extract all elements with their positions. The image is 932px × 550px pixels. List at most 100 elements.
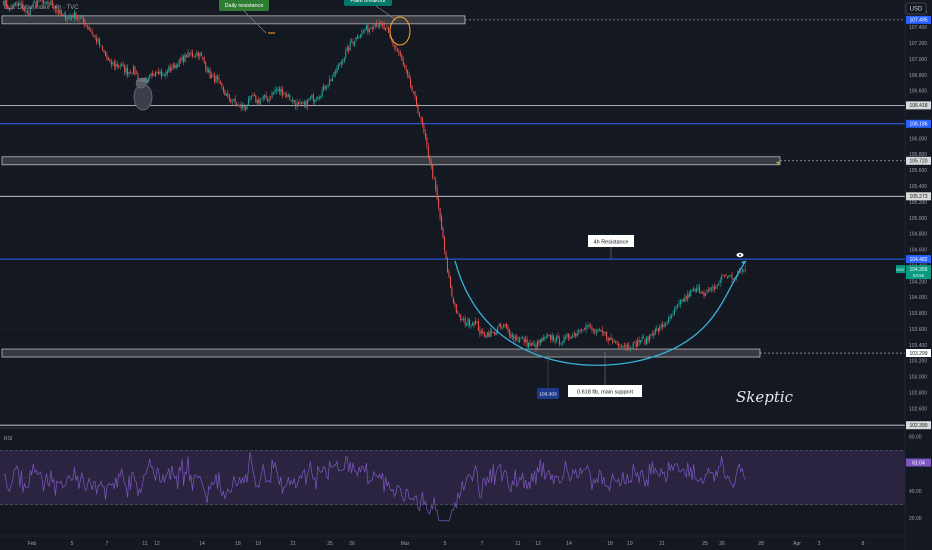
candle-body[interactable] — [510, 334, 512, 338]
candle-body[interactable] — [175, 64, 177, 69]
candle-body[interactable] — [191, 52, 193, 57]
candle-body[interactable] — [449, 276, 451, 288]
candle-body[interactable] — [699, 286, 701, 293]
candle-body[interactable] — [20, 3, 22, 5]
candle-body[interactable] — [517, 340, 519, 342]
candle-body[interactable] — [255, 95, 257, 103]
candle-body[interactable] — [536, 341, 538, 348]
candle-body[interactable] — [116, 63, 118, 67]
candle-body[interactable] — [669, 316, 671, 319]
candle-body[interactable] — [314, 99, 316, 102]
candle-body[interactable] — [489, 331, 491, 337]
candle-body[interactable] — [725, 275, 727, 277]
candle-body[interactable] — [467, 318, 469, 325]
candle-body[interactable] — [37, 0, 39, 5]
candle-body[interactable] — [637, 340, 639, 347]
candle-body[interactable] — [429, 155, 431, 163]
candle-body[interactable] — [281, 88, 283, 96]
candle-body[interactable] — [88, 27, 90, 30]
candle-body[interactable] — [625, 346, 627, 348]
candle-body[interactable] — [393, 45, 395, 47]
candle-body[interactable] — [43, 0, 45, 4]
candle-body[interactable] — [688, 294, 690, 298]
candle-body[interactable] — [657, 328, 659, 332]
candle-body[interactable] — [399, 51, 401, 56]
candle-body[interactable] — [439, 208, 441, 218]
candle-body[interactable] — [718, 283, 720, 286]
candle-body[interactable] — [44, 2, 46, 4]
candle-body[interactable] — [234, 98, 236, 103]
candle-body[interactable] — [166, 71, 168, 74]
candle-body[interactable] — [197, 52, 199, 57]
candle-body[interactable] — [404, 65, 406, 68]
candle-body[interactable] — [224, 90, 226, 96]
candle-body[interactable] — [317, 97, 319, 100]
candle-body[interactable] — [424, 132, 426, 137]
candle-body[interactable] — [483, 332, 485, 337]
candle-body[interactable] — [609, 337, 611, 341]
candle-body[interactable] — [156, 71, 158, 73]
candle-body[interactable] — [604, 332, 606, 334]
candle-body[interactable] — [318, 96, 320, 99]
candle-body[interactable] — [597, 329, 599, 331]
candle-body[interactable] — [530, 343, 533, 346]
candle-body[interactable] — [398, 51, 400, 53]
candle-body[interactable] — [620, 346, 622, 348]
candle-body[interactable] — [607, 337, 609, 341]
candle-body[interactable] — [672, 314, 674, 316]
candle-body[interactable] — [744, 268, 746, 270]
candle-body[interactable] — [94, 35, 96, 37]
candle-body[interactable] — [303, 101, 305, 105]
candle-body[interactable] — [508, 328, 510, 336]
candle-body[interactable] — [395, 45, 397, 49]
candle-body[interactable] — [299, 102, 301, 104]
candle-body[interactable] — [71, 16, 73, 18]
candle-body[interactable] — [181, 56, 183, 60]
candle-body[interactable] — [647, 336, 649, 341]
candle-body[interactable] — [84, 20, 86, 26]
candle-body[interactable] — [554, 341, 556, 343]
candle-body[interactable] — [343, 58, 345, 62]
candle-body[interactable] — [713, 286, 715, 290]
candle-body[interactable] — [330, 79, 332, 81]
candle-body[interactable] — [486, 332, 488, 337]
candle-body[interactable] — [262, 96, 264, 99]
candle-body[interactable] — [396, 48, 398, 51]
candle-body[interactable] — [264, 95, 266, 97]
candle-body[interactable] — [177, 65, 179, 68]
candle-body[interactable] — [529, 342, 531, 346]
candle-body[interactable] — [244, 107, 247, 110]
candle-body[interactable] — [99, 38, 101, 46]
candle-body[interactable] — [691, 291, 693, 292]
candle-body[interactable] — [150, 73, 152, 76]
candle-body[interactable] — [474, 320, 476, 325]
candle-body[interactable] — [696, 288, 698, 292]
candle-body[interactable] — [118, 65, 120, 67]
candle-body[interactable] — [616, 341, 618, 343]
candle-body[interactable] — [430, 161, 432, 166]
candle-body[interactable] — [709, 288, 711, 291]
candle-body[interactable] — [4, 0, 6, 6]
candle-body[interactable] — [242, 105, 244, 108]
candle-body[interactable] — [730, 275, 732, 276]
candle-body[interactable] — [426, 137, 428, 145]
candle-body[interactable] — [200, 52, 202, 57]
candle-body[interactable] — [13, 3, 15, 8]
candle-body[interactable] — [682, 298, 684, 302]
candle-body[interactable] — [516, 336, 518, 341]
candle-body[interactable] — [339, 64, 341, 66]
candle-body[interactable] — [638, 340, 640, 343]
candle-body[interactable] — [12, 7, 14, 9]
candle-body[interactable] — [17, 3, 19, 5]
candle-body[interactable] — [435, 180, 437, 190]
candle-body[interactable] — [472, 322, 474, 326]
candle-body[interactable] — [610, 337, 612, 340]
candle-body[interactable] — [619, 346, 621, 348]
candle-body[interactable] — [743, 269, 745, 271]
candle-body[interactable] — [436, 188, 438, 200]
candle-body[interactable] — [101, 46, 104, 50]
candle-body[interactable] — [550, 334, 552, 340]
candle-body[interactable] — [501, 326, 503, 328]
candle-body[interactable] — [35, 1, 37, 6]
